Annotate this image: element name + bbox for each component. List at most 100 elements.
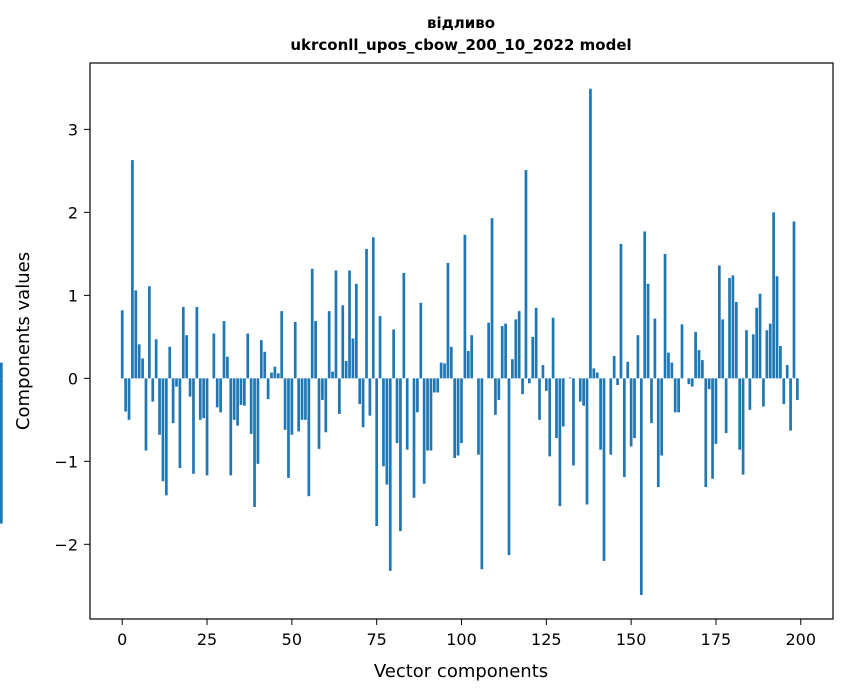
bar	[609, 378, 613, 455]
bar	[768, 323, 772, 379]
bar	[293, 321, 297, 379]
bar	[667, 352, 670, 379]
bar	[707, 378, 711, 390]
bar	[348, 270, 351, 379]
bar	[331, 371, 334, 379]
x-tick-label: 175	[701, 630, 732, 649]
bar	[775, 276, 779, 379]
bar	[714, 378, 718, 444]
bar	[711, 378, 714, 479]
bar	[616, 378, 619, 385]
bar	[477, 378, 480, 455]
bar	[344, 360, 348, 379]
bar	[796, 378, 799, 400]
bar	[500, 326, 504, 379]
bar	[460, 378, 463, 444]
bar	[717, 265, 721, 379]
bar	[416, 378, 419, 413]
bar	[511, 359, 514, 379]
bar	[433, 378, 436, 393]
bar	[287, 378, 290, 478]
x-axis-ticks: 0 25 50 75 100 125 150 175 200	[117, 619, 816, 649]
bar	[463, 234, 467, 379]
bar	[259, 340, 263, 379]
bar	[446, 262, 450, 379]
bar	[639, 378, 643, 595]
bar	[273, 366, 277, 379]
bar	[694, 331, 697, 379]
bar	[399, 378, 402, 532]
bar	[256, 378, 260, 464]
bar	[748, 378, 752, 410]
bar	[266, 378, 270, 400]
bar	[443, 363, 446, 379]
bar	[738, 378, 742, 450]
bar	[690, 378, 694, 387]
bar	[643, 231, 647, 379]
bar	[680, 324, 684, 379]
bar	[283, 378, 287, 430]
bar	[555, 378, 558, 439]
bar	[280, 311, 284, 379]
bar	[324, 378, 328, 433]
bar	[548, 378, 552, 457]
bar	[226, 356, 229, 379]
bar	[361, 378, 365, 428]
bar	[660, 378, 664, 456]
bar	[402, 272, 406, 379]
bar	[382, 378, 385, 467]
bar	[297, 378, 300, 432]
y-tick-label: 0	[68, 369, 78, 388]
bar	[141, 358, 144, 379]
bar	[524, 170, 528, 379]
bar	[0, 378, 3, 524]
bar	[494, 378, 497, 415]
bar	[538, 378, 541, 420]
bar	[636, 335, 640, 379]
bar	[517, 311, 521, 379]
bar	[514, 319, 518, 379]
bar	[762, 378, 765, 407]
bar	[785, 365, 789, 379]
bar	[528, 378, 531, 384]
bar	[599, 378, 602, 450]
bar	[558, 378, 562, 507]
bar	[310, 268, 314, 379]
bar	[612, 355, 616, 379]
bar	[602, 378, 606, 561]
bar	[202, 378, 206, 419]
bar	[541, 365, 545, 379]
bar	[758, 293, 762, 379]
bar	[388, 378, 392, 571]
bar	[595, 372, 599, 379]
bar	[521, 378, 524, 395]
bar	[120, 310, 124, 379]
bar	[592, 368, 596, 379]
bar	[178, 378, 182, 468]
bar	[270, 372, 273, 379]
bar	[290, 378, 294, 435]
bar	[779, 345, 782, 379]
bar	[721, 319, 725, 379]
chart-subtitle: ukrconll_upos_cbow_200_10_2022 model	[290, 36, 631, 54]
y-tick-label: 2	[68, 203, 78, 222]
bar	[212, 333, 216, 379]
bar	[561, 378, 565, 427]
bar	[633, 378, 636, 439]
bar	[181, 306, 185, 379]
bar	[490, 218, 494, 379]
bar	[161, 378, 165, 482]
bar	[572, 378, 575, 466]
bar	[215, 378, 219, 408]
bar	[650, 378, 653, 424]
bar	[378, 316, 382, 379]
bar	[578, 378, 582, 402]
bar	[629, 378, 633, 447]
bar	[751, 334, 755, 379]
bar	[568, 377, 572, 379]
bar	[314, 321, 317, 379]
bar	[677, 378, 680, 413]
bar	[232, 378, 236, 420]
